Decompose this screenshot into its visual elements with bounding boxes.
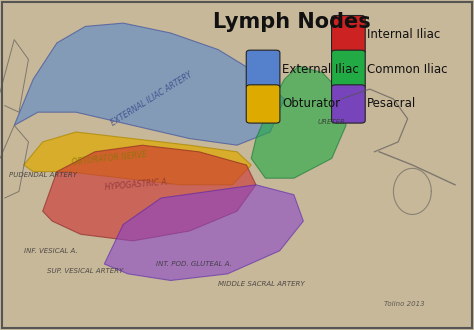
Text: External Iliac: External Iliac [282,63,359,76]
FancyBboxPatch shape [331,85,365,123]
Polygon shape [251,66,346,178]
Text: Common Iliac: Common Iliac [367,63,448,76]
Text: URETER: URETER [318,119,346,125]
FancyBboxPatch shape [331,50,365,88]
Polygon shape [104,185,303,280]
Text: INF. VESICAL A.: INF. VESICAL A. [24,248,77,254]
Polygon shape [43,145,256,241]
Text: EXTERNAL ILIAC ARTERY: EXTERNAL ILIAC ARTERY [109,70,193,128]
Polygon shape [24,132,251,185]
Text: Pesacral: Pesacral [367,97,417,111]
Text: HYPOGASTRIC A.: HYPOGASTRIC A. [104,178,169,192]
Text: INT. POD. GLUTEAL A.: INT. POD. GLUTEAL A. [156,261,232,267]
Text: Internal Iliac: Internal Iliac [367,28,441,41]
Polygon shape [14,23,284,145]
Text: OBTURATOR NERVE: OBTURATOR NERVE [71,150,147,167]
FancyBboxPatch shape [246,50,280,88]
Text: MIDDLE SACRAL ARTERY: MIDDLE SACRAL ARTERY [218,281,305,287]
FancyBboxPatch shape [246,85,280,123]
Text: Obturator: Obturator [282,97,340,111]
Text: Tolino 2013: Tolino 2013 [384,301,425,307]
Text: SUP. VESICAL ARTERY: SUP. VESICAL ARTERY [47,268,124,274]
Text: Lymph Nodes: Lymph Nodes [213,12,370,32]
FancyBboxPatch shape [331,16,365,54]
Text: PUDENDAL ARTERY: PUDENDAL ARTERY [9,172,77,178]
